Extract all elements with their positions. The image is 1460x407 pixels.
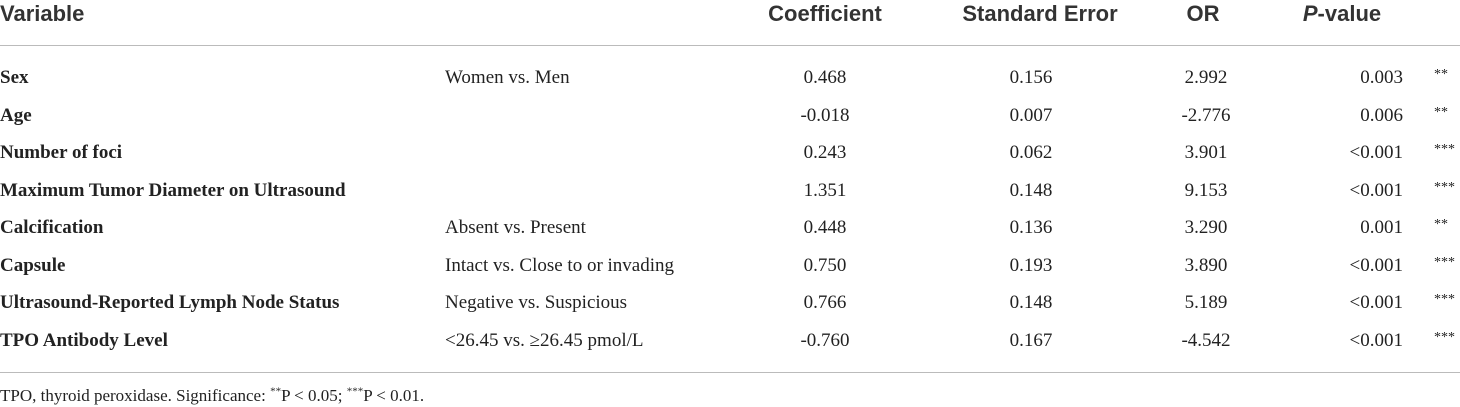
variable: Sex: [0, 67, 29, 88]
p-value: <0.001: [1349, 329, 1403, 351]
standard-error: 0.148: [1009, 292, 1053, 313]
header-cell: P-value: [1303, 3, 1381, 25]
header-cell: Coefficient: [768, 1, 882, 26]
significance: **: [1434, 67, 1448, 82]
odds-ratio: 5.189: [1184, 292, 1228, 313]
variable: Capsule: [0, 254, 66, 276]
p-value: 0.003: [1360, 67, 1403, 88]
bottom-rule: [0, 372, 1460, 373]
standard-error: 0.062: [1009, 142, 1053, 163]
p-value: <0.001: [1349, 254, 1403, 276]
header-rest: -value: [1317, 1, 1382, 26]
coefficient: 0.750: [803, 254, 847, 276]
footnote-text: P < 0.01.: [363, 386, 425, 405]
significance: ***: [1434, 292, 1455, 307]
footnote: TPO, thyroid peroxidase. Significance: *…: [0, 386, 424, 406]
coefficient: 0.766: [803, 292, 847, 313]
standard-error: 0.193: [1009, 254, 1053, 276]
significance: **: [1434, 104, 1448, 120]
coefficient: -0.018: [800, 104, 850, 126]
standard-error: 0.167: [1009, 329, 1053, 351]
coefficient: 0.448: [803, 217, 847, 238]
variable: Number of foci: [0, 142, 123, 163]
odds-ratio: 3.290: [1184, 217, 1228, 238]
significance: ***: [1434, 329, 1455, 345]
header-cell: Standard Error: [962, 1, 1118, 26]
standard-error: 0.007: [1009, 104, 1053, 126]
coefficient: 0.243: [803, 142, 847, 163]
comparison: Absent vs. Present: [445, 217, 586, 238]
footnote-text: TPO, thyroid peroxidase. Significance:: [0, 386, 271, 405]
significance: ***: [1434, 142, 1455, 157]
header-cell: Variable: [0, 1, 85, 26]
odds-ratio: -2.776: [1181, 104, 1231, 126]
odds-ratio: 9.153: [1184, 179, 1228, 201]
p-value: <0.001: [1349, 142, 1403, 163]
footnote-mark: **: [270, 385, 282, 398]
significance: ***: [1434, 179, 1455, 195]
coefficient: 0.468: [803, 67, 847, 88]
header-italic: P: [1302, 1, 1318, 26]
footnote-text: P < 0.05;: [281, 386, 347, 405]
header-rule: [0, 45, 1460, 46]
p-value: 0.001: [1360, 217, 1403, 238]
variable: Ultrasound-Reported Lymph Node Status: [0, 292, 340, 313]
variable: Calcification: [0, 217, 104, 238]
standard-error: 0.148: [1009, 179, 1053, 201]
odds-ratio: -4.542: [1181, 329, 1231, 351]
comparison: <26.45 vs. ≥26.45 pmol/L: [445, 329, 644, 351]
coefficient: -0.760: [800, 329, 850, 351]
variable: TPO Antibody Level: [0, 329, 168, 351]
p-value: <0.001: [1349, 292, 1403, 313]
significance: **: [1434, 217, 1448, 232]
header-cell: OR: [1186, 1, 1220, 26]
standard-error: 0.136: [1009, 217, 1053, 238]
variable: Age: [0, 104, 32, 126]
significance: ***: [1434, 254, 1455, 270]
coefficient: 1.351: [803, 179, 847, 201]
odds-ratio: 3.890: [1184, 254, 1228, 276]
comparison: Intact vs. Close to or invading: [445, 254, 675, 276]
comparison: Women vs. Men: [445, 67, 570, 88]
footnote-mark: ***: [346, 385, 364, 398]
standard-error: 0.156: [1009, 67, 1053, 88]
odds-ratio: 2.992: [1184, 67, 1228, 88]
comparison: Negative vs. Suspicious: [445, 292, 628, 313]
variable: Maximum Tumor Diameter on Ultrasound: [0, 179, 346, 201]
p-value: <0.001: [1349, 179, 1403, 201]
p-value: 0.006: [1360, 104, 1403, 126]
odds-ratio: 3.901: [1184, 142, 1228, 163]
